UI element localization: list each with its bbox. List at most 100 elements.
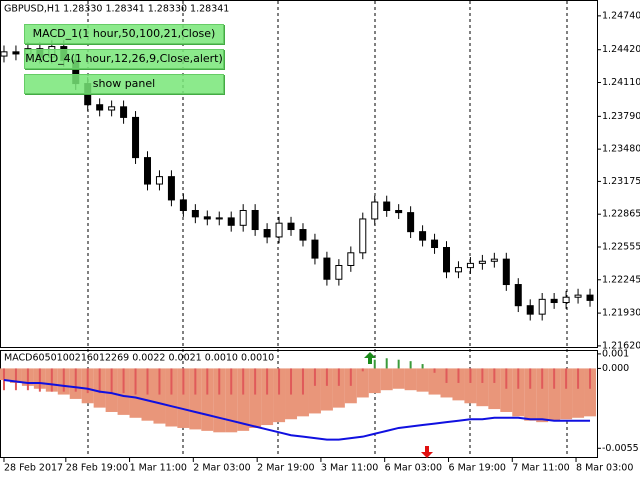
- candle-body: [251, 209, 259, 231]
- y-tick-label: 1.24420: [602, 44, 640, 55]
- signal-area: [273, 368, 286, 423]
- candle-body: [132, 116, 140, 159]
- candle-body: [96, 104, 104, 111]
- candle-body: [191, 209, 199, 218]
- histogram-bar: [589, 368, 592, 389]
- signal-area: [225, 368, 238, 433]
- histogram-bar: [254, 368, 257, 395]
- candle-body: [215, 217, 223, 220]
- signal-area: [153, 368, 166, 424]
- candle-body: [239, 209, 247, 226]
- signal-area: [428, 368, 441, 395]
- x-tick-label: 8 Mar 03:00: [576, 463, 633, 474]
- candle-body: [383, 201, 391, 211]
- signal-area: [548, 368, 561, 421]
- candle-body: [323, 257, 331, 280]
- candle-body: [311, 239, 319, 259]
- signal-area: [356, 368, 369, 398]
- histogram-bar: [469, 368, 472, 383]
- signal-area: [416, 368, 429, 392]
- indicator-button[interactable]: MACD_1(1 hour,50,100,21,Close): [24, 24, 224, 44]
- histogram-bar: [14, 368, 17, 391]
- x-tick-label: 2 Mar 19:00: [257, 463, 314, 474]
- candle-body: [335, 264, 343, 280]
- candle-body: [347, 252, 355, 266]
- signal-area: [332, 368, 345, 408]
- histogram-bar: [218, 368, 221, 395]
- histogram-bar: [349, 368, 352, 386]
- candle-body: [299, 229, 307, 241]
- x-tick-label: 6 Mar 19:00: [449, 463, 506, 474]
- candle-body: [227, 217, 235, 226]
- candle-body: [514, 284, 522, 307]
- histogram-bar: [373, 359, 376, 369]
- candle-body: [586, 294, 594, 301]
- signal-area: [165, 368, 178, 427]
- candle-body: [395, 209, 403, 214]
- candle-body: [359, 218, 367, 254]
- candle-body: [407, 212, 415, 233]
- histogram-bar: [50, 368, 53, 392]
- signal-area: [500, 368, 513, 412]
- candle-body: [144, 157, 152, 185]
- signal-area: [320, 368, 333, 411]
- histogram-bar: [361, 368, 364, 372]
- sell-arrow: [421, 446, 433, 458]
- candle-body: [443, 247, 451, 273]
- y-tick-label: 0.000: [602, 363, 629, 374]
- candle-body: [478, 260, 486, 264]
- histogram-bar: [433, 368, 436, 373]
- plot-layer: [0, 40, 597, 441]
- histogram-bar: [565, 368, 568, 389]
- histogram-bar: [397, 359, 400, 369]
- signal-area: [560, 368, 573, 420]
- histogram-bar: [206, 368, 209, 395]
- y-tick-label: 1.23175: [602, 176, 640, 187]
- histogram-bar: [146, 368, 149, 395]
- signal-area: [464, 368, 477, 404]
- histogram-bar: [26, 368, 29, 391]
- candle-body: [371, 201, 379, 220]
- y-tick-label: 1.23480: [602, 144, 640, 155]
- x-tick-label: 2 Mar 03:00: [193, 463, 250, 474]
- candle-body: [526, 305, 534, 315]
- y-tick-label: 1.22555: [602, 241, 640, 252]
- histogram-bar: [529, 368, 532, 389]
- signal-area: [452, 368, 465, 401]
- histogram-bar: [290, 368, 293, 395]
- signal-area: [404, 368, 417, 391]
- y-tick-label: 1.22245: [602, 274, 640, 285]
- y-tick-label: 1.24110: [602, 77, 640, 88]
- signal-area: [572, 368, 585, 418]
- signal-area: [368, 368, 381, 394]
- histogram-bar: [122, 368, 125, 394]
- histogram-bar: [158, 368, 161, 395]
- histogram-bar: [505, 368, 508, 389]
- candle-body: [155, 176, 163, 185]
- signal-area: [476, 368, 489, 407]
- histogram-bar: [242, 368, 245, 395]
- histogram-bar: [110, 368, 113, 394]
- candle-body: [562, 296, 570, 304]
- macd-line: [3, 379, 591, 441]
- candle-body: [263, 229, 271, 238]
- x-tick-label: 6 Mar 03:00: [385, 463, 442, 474]
- histogram-bar: [62, 368, 65, 392]
- histogram-bar: [541, 368, 544, 389]
- histogram-bar: [481, 368, 484, 383]
- candle-body: [203, 216, 211, 220]
- y-tick-label: 0.001: [602, 348, 629, 359]
- indicator-button[interactable]: MACD_4(1 hour,12,26,9,Close,alert): [24, 49, 224, 69]
- signal-area: [308, 368, 321, 414]
- histogram-bar: [577, 368, 580, 389]
- histogram-bar: [409, 361, 412, 369]
- show-panel-button[interactable]: show panel: [24, 74, 224, 94]
- signal-area: [488, 368, 501, 410]
- histogram-bar: [553, 368, 556, 389]
- candle-body: [108, 106, 116, 111]
- candle-body: [502, 258, 510, 286]
- buy-arrow: [364, 352, 376, 364]
- candle-body: [167, 176, 175, 201]
